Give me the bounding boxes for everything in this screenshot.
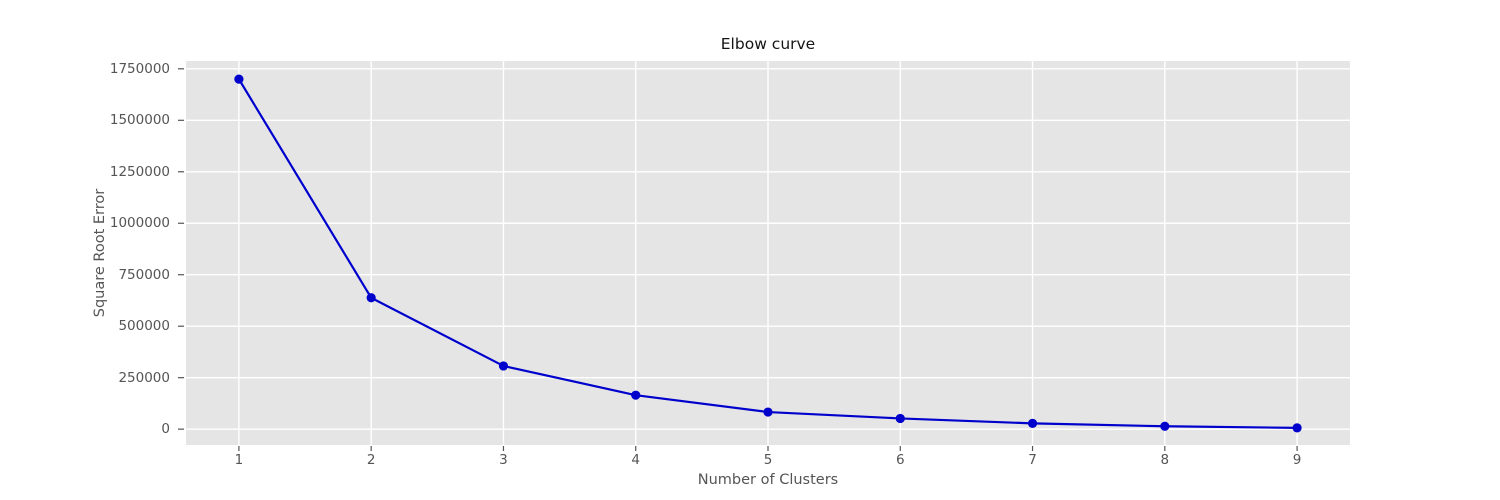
y-tick-label: 0: [161, 421, 170, 438]
x-tick-label: 3: [499, 452, 508, 468]
y-tick-label: 500000: [118, 318, 170, 335]
data-point: [498, 361, 509, 371]
data-point: [1292, 423, 1302, 433]
y-tick-label: 1750000: [109, 60, 170, 77]
chart-title: Elbow curve: [720, 35, 816, 53]
y-axis-label: Square Root Error: [92, 188, 108, 318]
data-point: [895, 413, 905, 424]
data-point: [763, 407, 773, 417]
x-tick-label: 8: [1160, 452, 1170, 468]
x-tick-label: 2: [366, 452, 376, 468]
y-tick-label: 750000: [118, 266, 170, 283]
x-tick-label: 4: [631, 452, 641, 468]
data-point: [366, 293, 376, 303]
y-tick-label: 1500000: [109, 112, 170, 129]
x-axis-label: Number of Clusters: [697, 472, 839, 488]
data-point: [1027, 418, 1038, 428]
x-tick-label: 6: [895, 452, 905, 468]
y-tick-label: 1000000: [109, 215, 170, 232]
x-tick-label: 5: [763, 452, 773, 468]
data-point: [631, 390, 641, 400]
x-tick-label: 7: [1028, 452, 1037, 468]
data-point: [234, 74, 244, 84]
data-point: [1160, 421, 1170, 431]
x-tick-label: 9: [1292, 452, 1302, 468]
x-tick-label: 1: [234, 452, 244, 468]
y-tick-label: 250000: [118, 369, 170, 386]
y-tick-label: 1250000: [109, 163, 170, 180]
